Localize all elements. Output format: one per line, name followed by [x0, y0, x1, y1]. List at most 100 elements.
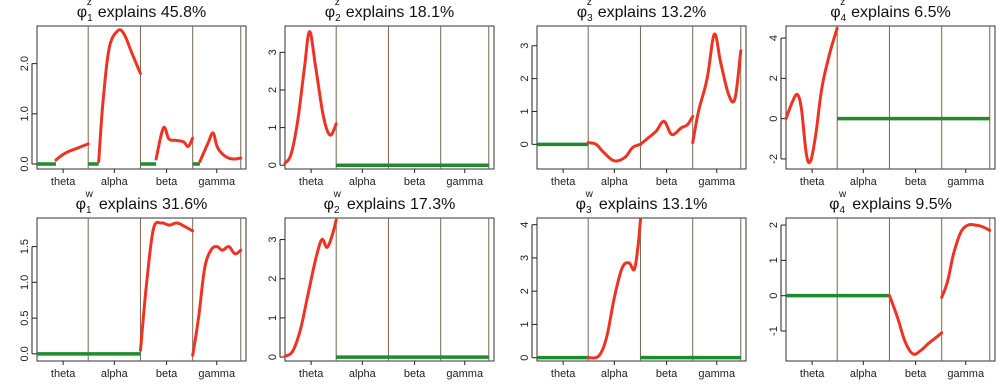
y-tick-label: 3 — [267, 49, 279, 55]
title-symbol: φ — [829, 196, 839, 213]
plot-frame — [284, 25, 495, 170]
x-band-label-beta: beta — [156, 368, 178, 380]
curve-segment — [97, 28, 142, 163]
panel-w-4: φ4 w explains 9.5% -1 0 1 2 theta alpha beta gamma — [768, 189, 996, 380]
x-band-label-alpha: alpha — [349, 176, 377, 188]
y-tick-label: 1 — [768, 257, 780, 263]
curve-segment — [198, 131, 243, 163]
y-tick-label: 2 — [267, 276, 279, 282]
plot-frame — [536, 25, 747, 170]
y-tick-label: 2 — [519, 288, 531, 294]
y-tick-label: 0 — [768, 293, 780, 299]
title-superscript: w — [333, 189, 342, 200]
title-subscript: 4 — [841, 13, 847, 24]
x-band-label-beta: beta — [404, 368, 426, 380]
title-symbol: φ — [325, 4, 335, 21]
title-subscript: 4 — [839, 205, 845, 216]
x-band-label-beta: beta — [905, 176, 927, 188]
x-band-label-alpha: alpha — [850, 176, 878, 188]
x-band-label-theta: theta — [800, 368, 825, 380]
curve-segment — [139, 220, 195, 352]
x-band-label-alpha: alpha — [349, 368, 377, 380]
panel-title: φ3 w explains 13.1% — [576, 189, 708, 216]
x-band-label-theta: theta — [551, 176, 576, 188]
panel-title: φ4 w explains 9.5% — [829, 189, 952, 216]
title-symbol: φ — [576, 196, 586, 213]
title-symbol: φ — [77, 4, 87, 21]
curve-segment — [639, 114, 695, 146]
panel-title: φ1 z explains 45.8% — [77, 0, 206, 24]
y-tick-label: 0 — [267, 354, 279, 360]
curve-segment — [586, 141, 642, 163]
title-subscript: 1 — [86, 205, 92, 216]
title-symbol: φ — [830, 4, 840, 21]
curve-segment — [191, 245, 243, 357]
y-tick-label: -1 — [768, 326, 780, 336]
y-tick-label: 3 — [267, 236, 279, 242]
x-band-label-gamma: gamma — [446, 176, 484, 188]
plot-frame — [785, 25, 996, 170]
curve-segment — [940, 222, 992, 299]
y-tick-label: 1.5 — [19, 239, 31, 254]
x-band-label-beta: beta — [656, 368, 678, 380]
title-text: explains 18.1% — [346, 4, 455, 21]
y-tick-label: 4 — [768, 35, 780, 41]
panel-title: φ1 w explains 31.6% — [76, 189, 208, 216]
title-superscript: w — [585, 189, 594, 200]
curve-segment — [888, 294, 944, 356]
title-text: explains 13.1% — [599, 196, 708, 213]
x-band-label-theta: theta — [800, 176, 825, 188]
x-band-label-alpha: alpha — [101, 176, 129, 188]
title-subscript: 2 — [334, 205, 340, 216]
x-band-label-theta: theta — [551, 368, 576, 380]
y-tick-label: 0 — [768, 116, 780, 122]
panel-title: φ2 z explains 18.1% — [325, 0, 454, 24]
y-tick-label: 4 — [519, 222, 531, 228]
x-band-label-alpha: alpha — [601, 176, 629, 188]
title-symbol: φ — [76, 196, 86, 213]
x-band-label-theta: theta — [299, 368, 324, 380]
y-tick-label: 2 — [768, 222, 780, 228]
y-tick-label: 1.0 — [19, 275, 31, 290]
y-tick-label: 2 — [267, 87, 279, 93]
title-superscript: z — [87, 0, 92, 8]
x-band-label-gamma: gamma — [198, 368, 236, 380]
panel-title: φ3 z explains 13.2% — [577, 0, 706, 24]
y-tick-label: 1.0 — [19, 106, 31, 121]
title-subscript: 2 — [335, 13, 341, 24]
panel-z-1: φ1 z explains 45.8% 0.0 1.0 2.0 theta alpha beta… — [19, 0, 247, 188]
panel-title: φ2 w explains 17.3% — [324, 189, 456, 216]
y-tick-label: 3 — [519, 255, 531, 261]
y-tick-label: 0.0 — [19, 156, 31, 171]
curve-segment — [154, 125, 195, 161]
y-tick-label: 1 — [519, 321, 531, 327]
y-tick-label: 0.5 — [19, 310, 31, 325]
y-tick-label: 0 — [519, 355, 531, 361]
plot-frame — [785, 217, 996, 362]
x-band-label-theta: theta — [51, 368, 76, 380]
curve-segment — [586, 218, 642, 360]
y-tick-label: -2 — [768, 154, 780, 164]
x-band-label-beta: beta — [656, 176, 678, 188]
title-text: explains 17.3% — [347, 196, 456, 213]
plot-frame — [36, 217, 247, 362]
panel-title: φ4 z explains 6.5% — [830, 0, 951, 24]
title-superscript: w — [838, 189, 847, 200]
x-band-label-gamma: gamma — [947, 368, 985, 380]
x-band-label-gamma: gamma — [947, 176, 985, 188]
y-tick-label: 3 — [519, 43, 531, 49]
title-superscript: z — [587, 0, 592, 8]
y-tick-label: 0.0 — [19, 346, 31, 361]
y-tick-label: 1 — [519, 108, 531, 114]
x-band-label-theta: theta — [299, 176, 324, 188]
title-subscript: 1 — [87, 13, 93, 24]
y-tick-label: 1 — [267, 125, 279, 131]
x-band-label-theta: theta — [51, 176, 76, 188]
curve-segment — [784, 26, 839, 165]
title-symbol: φ — [324, 196, 334, 213]
